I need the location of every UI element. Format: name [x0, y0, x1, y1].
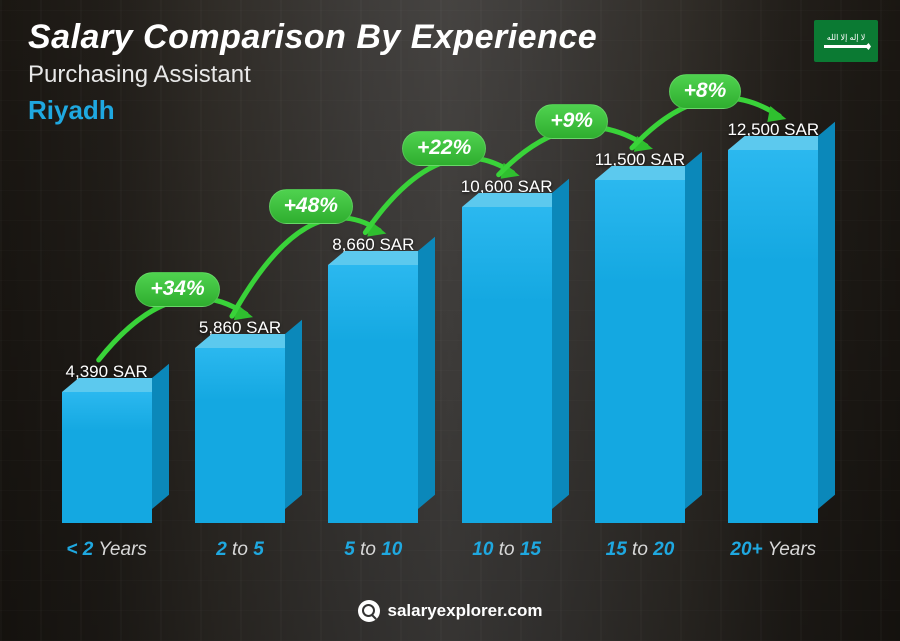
job-title: Purchasing Assistant: [28, 61, 872, 89]
x-axis-label: 2 to 5: [173, 539, 306, 561]
x-axis-label: 20+ Years: [707, 539, 840, 561]
x-axis: < 2 Years2 to 55 to 1010 to 1515 to 2020…: [40, 539, 840, 561]
page-title: Salary Comparison By Experience: [28, 18, 872, 57]
x-axis-label: < 2 Years: [40, 539, 173, 561]
brand-text: salaryexplorer.com: [388, 601, 543, 621]
x-axis-label: 15 to 20: [573, 539, 706, 561]
search-icon: [358, 600, 380, 622]
increase-arc: [40, 150, 840, 523]
footer: salaryexplorer.com: [0, 600, 900, 627]
country-flag-icon: لا إله إلا الله: [814, 20, 878, 62]
x-axis-label: 10 to 15: [440, 539, 573, 561]
brand: salaryexplorer.com: [358, 600, 543, 622]
salary-bar-chart: 4,390 SAR5,860 SAR8,660 SAR10,600 SAR11,…: [40, 150, 840, 561]
x-axis-label: 5 to 10: [307, 539, 440, 561]
increase-pill: +8%: [669, 74, 742, 109]
increase-pill: +9%: [535, 104, 608, 139]
header: Salary Comparison By Experience Purchasi…: [28, 18, 872, 126]
